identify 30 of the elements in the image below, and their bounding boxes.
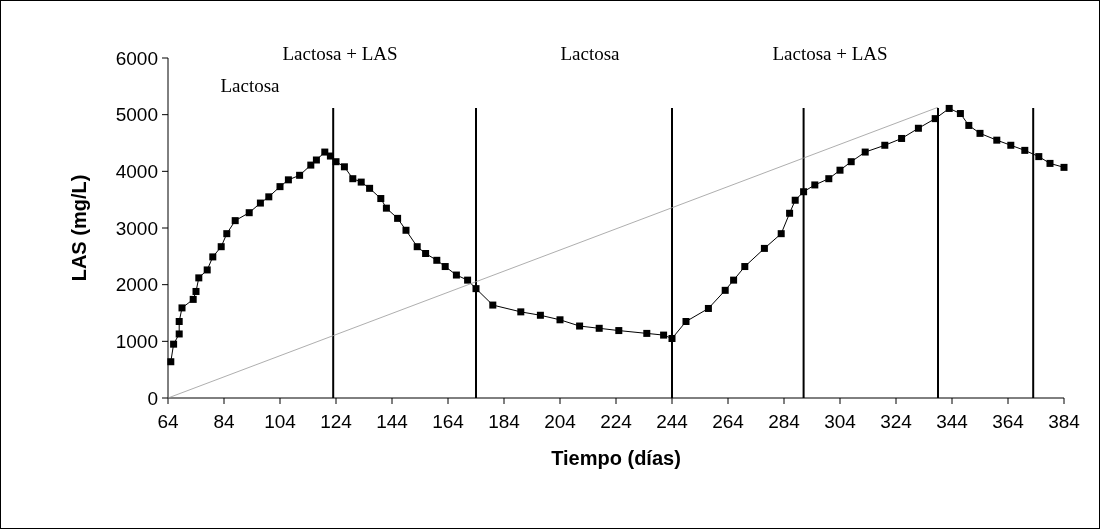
x-tick-label: 84 (213, 411, 235, 432)
y-axis-title: LAS (mg/L) (68, 174, 90, 282)
x-tick-label: 204 (544, 411, 577, 432)
x-tick-label: 304 (824, 411, 857, 432)
y-tick-label: 1000 (115, 330, 158, 352)
annotation: Lactosa + LAS (282, 43, 398, 64)
x-axis-title: Tiempo (días) (551, 447, 681, 469)
x-tick-label: 364 (992, 411, 1025, 432)
y-tick-label: 5000 (115, 104, 158, 126)
x-tick-label: 264 (712, 411, 745, 432)
x-tick-label: 324 (880, 411, 913, 432)
x-tick-label: 244 (656, 411, 689, 432)
y-tick-label: 6000 (115, 47, 158, 69)
annotation: Lactosa + LAS (772, 43, 888, 64)
x-tick-label: 164 (432, 411, 465, 432)
y-tick-label: 3000 (115, 217, 158, 239)
y-tick-label: 0 (147, 387, 158, 409)
x-tick-label: 224 (600, 411, 633, 432)
x-tick-label: 144 (376, 411, 409, 432)
y-tick-label: 4000 (115, 160, 158, 182)
x-tick-label: 124 (320, 411, 353, 432)
x-tick-label: 104 (264, 411, 297, 432)
annotation: Lactosa (560, 43, 621, 64)
annotation: Lactosa (220, 75, 281, 96)
x-tick-label: 184 (488, 411, 521, 432)
x-tick-label: 344 (936, 411, 969, 432)
y-tick-label: 2000 (115, 274, 158, 296)
x-tick-label: 284 (768, 411, 801, 432)
x-tick-label: 384 (1048, 411, 1081, 432)
x-tick-label: 64 (157, 411, 179, 432)
